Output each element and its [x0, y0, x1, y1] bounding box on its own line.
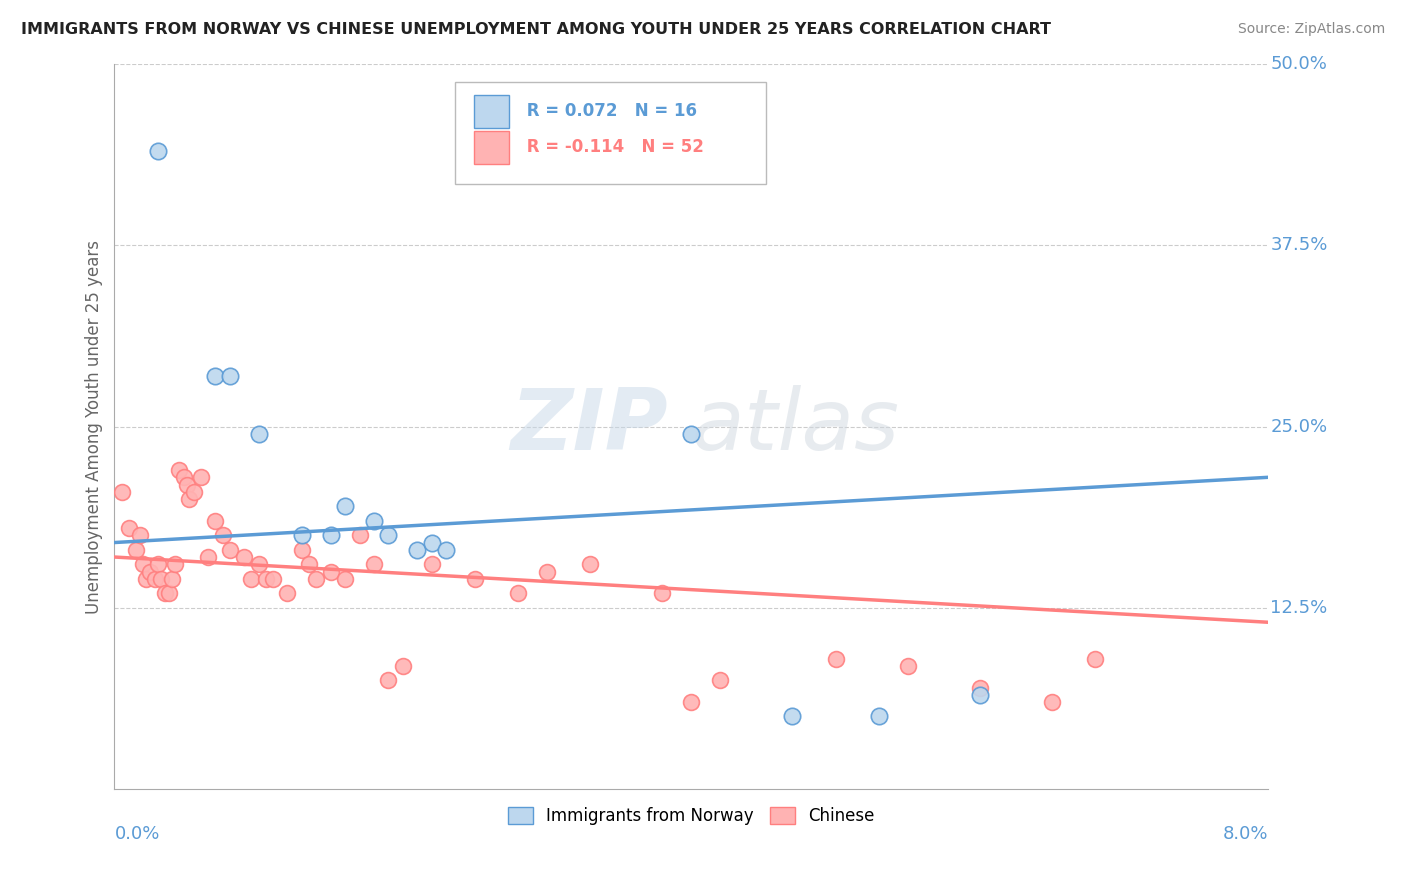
Point — [111, 484, 134, 499]
Point — [897, 658, 920, 673]
Point — [392, 658, 415, 673]
Text: R = 0.072   N = 16: R = 0.072 N = 16 — [520, 103, 696, 120]
Point — [173, 470, 195, 484]
Text: IMMIGRANTS FROM NORWAY VS CHINESE UNEMPLOYMENT AMONG YOUTH UNDER 25 YEARS CORREL: IMMIGRANTS FROM NORWAY VS CHINESE UNEMPL… — [21, 22, 1052, 37]
Point — [247, 558, 270, 572]
Point — [420, 535, 443, 549]
Point — [349, 528, 371, 542]
Point — [1040, 695, 1063, 709]
Point — [197, 549, 219, 564]
Point — [157, 586, 180, 600]
Point — [305, 572, 328, 586]
Point — [363, 558, 385, 572]
Text: 12.5%: 12.5% — [1271, 599, 1327, 616]
Point — [254, 572, 277, 586]
Point — [291, 542, 314, 557]
Point — [319, 528, 342, 542]
Point — [536, 565, 558, 579]
Point — [579, 558, 602, 572]
Point — [868, 709, 890, 723]
Point — [333, 500, 356, 514]
Point — [262, 572, 284, 586]
Point — [125, 542, 148, 557]
Point — [363, 514, 385, 528]
Point — [377, 528, 399, 542]
Point — [179, 491, 201, 506]
Point — [153, 586, 176, 600]
Point — [406, 542, 429, 557]
Point — [146, 144, 169, 158]
Y-axis label: Unemployment Among Youth under 25 years: Unemployment Among Youth under 25 years — [86, 240, 103, 614]
Point — [160, 572, 183, 586]
Point — [298, 558, 321, 572]
Point — [176, 477, 198, 491]
Point — [218, 542, 240, 557]
Point — [780, 709, 803, 723]
FancyBboxPatch shape — [454, 82, 766, 184]
Point — [276, 586, 298, 600]
Text: 0.0%: 0.0% — [114, 825, 160, 843]
Text: R = -0.114   N = 52: R = -0.114 N = 52 — [520, 138, 703, 156]
Point — [146, 558, 169, 572]
Point — [333, 572, 356, 586]
Point — [129, 528, 152, 542]
Point — [969, 688, 991, 702]
Text: 8.0%: 8.0% — [1223, 825, 1268, 843]
Point — [183, 484, 205, 499]
Point — [464, 572, 486, 586]
Point — [240, 572, 263, 586]
Point — [434, 542, 457, 557]
Point — [824, 651, 846, 665]
Point — [651, 586, 673, 600]
Point — [135, 572, 157, 586]
Text: ZIP: ZIP — [510, 385, 668, 468]
Point — [969, 681, 991, 695]
Point — [681, 426, 703, 441]
Point — [291, 528, 314, 542]
Point — [709, 673, 731, 688]
Point — [319, 565, 342, 579]
Point — [508, 586, 530, 600]
Point — [218, 368, 240, 383]
FancyBboxPatch shape — [474, 95, 509, 128]
Point — [377, 673, 399, 688]
Point — [1084, 651, 1107, 665]
Point — [143, 572, 166, 586]
Point — [149, 572, 172, 586]
Text: Source: ZipAtlas.com: Source: ZipAtlas.com — [1237, 22, 1385, 37]
Point — [233, 549, 256, 564]
Point — [420, 558, 443, 572]
Point — [204, 514, 226, 528]
FancyBboxPatch shape — [474, 131, 509, 164]
Text: atlas: atlas — [692, 385, 900, 468]
Legend: Immigrants from Norway, Chinese: Immigrants from Norway, Chinese — [501, 800, 882, 831]
Point — [118, 521, 141, 535]
Point — [204, 368, 226, 383]
Point — [139, 565, 162, 579]
Point — [190, 470, 212, 484]
Point — [169, 463, 191, 477]
Point — [163, 558, 186, 572]
Point — [132, 558, 155, 572]
Text: 37.5%: 37.5% — [1271, 236, 1327, 254]
Point — [211, 528, 233, 542]
Point — [247, 426, 270, 441]
Point — [681, 695, 703, 709]
Text: 50.0%: 50.0% — [1271, 55, 1327, 73]
Text: 25.0%: 25.0% — [1271, 417, 1327, 435]
